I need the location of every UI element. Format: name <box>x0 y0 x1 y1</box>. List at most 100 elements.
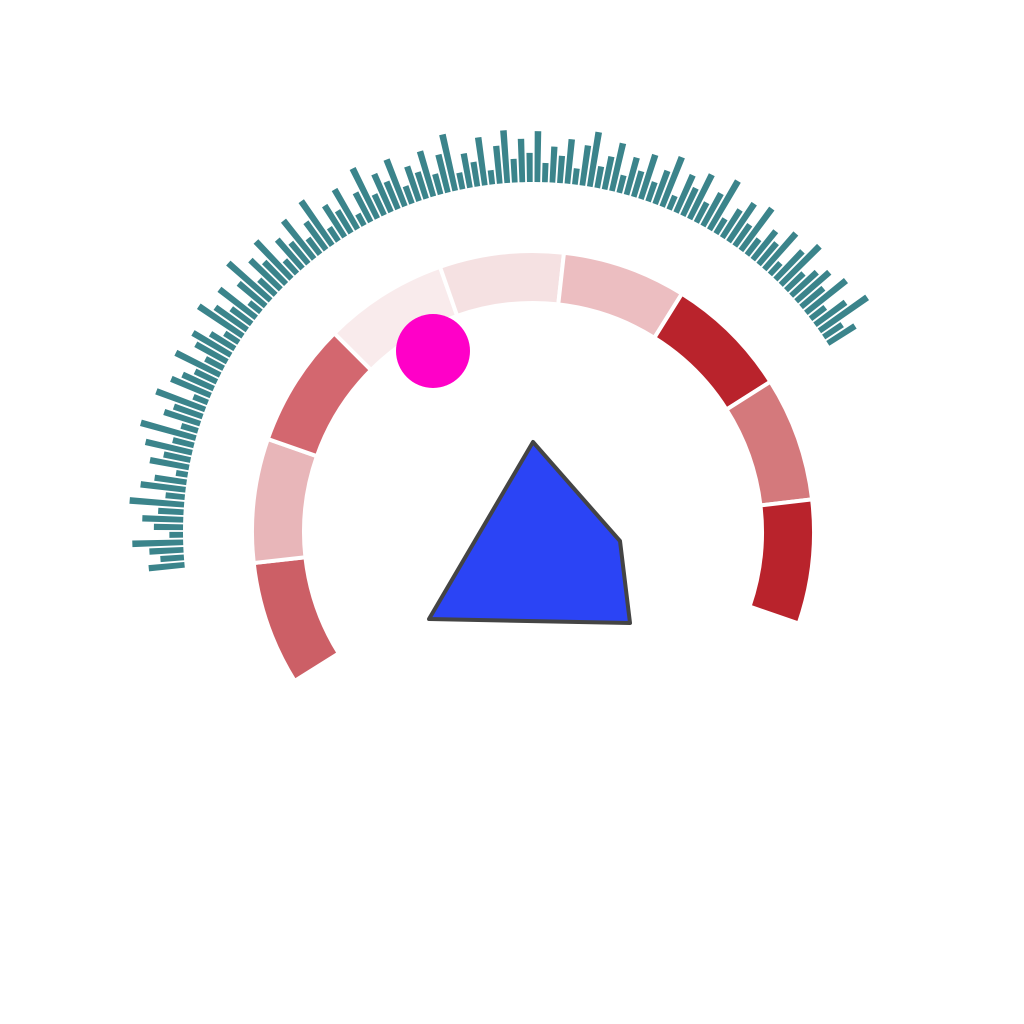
radial-bar <box>155 388 207 413</box>
radial-bar <box>784 271 806 293</box>
radial-bar <box>247 300 263 315</box>
radial-bar <box>139 419 197 441</box>
radial-bar <box>402 185 415 205</box>
radial-bar <box>163 451 192 463</box>
radial-bar <box>154 474 187 486</box>
radial-bar <box>172 437 195 449</box>
radial-bar <box>261 259 289 286</box>
radial-bar <box>526 152 533 183</box>
radial-bar <box>148 561 185 572</box>
radial-bar <box>767 260 783 277</box>
radial-bar <box>253 239 294 281</box>
radial-bar <box>822 322 844 340</box>
radial-bar <box>213 304 249 333</box>
radial-bar <box>700 191 724 228</box>
radial-bar <box>248 257 283 292</box>
radial-bar <box>204 356 225 371</box>
radial-bar <box>826 323 857 346</box>
ring-segment <box>746 497 816 627</box>
radial-bar <box>331 187 361 231</box>
radial-bar <box>132 539 184 548</box>
radial-bar <box>288 240 311 266</box>
radial-bar <box>371 193 387 217</box>
radial-bar <box>638 153 659 200</box>
radial-bar <box>572 168 580 185</box>
radial-bar <box>534 131 542 183</box>
radial-bar <box>355 212 367 227</box>
radial-bar <box>163 408 202 427</box>
radial-bar <box>298 199 335 248</box>
radial-bar <box>549 146 558 183</box>
radial-bar <box>804 278 849 316</box>
radial-bar <box>165 492 186 501</box>
radial-bar <box>564 138 575 184</box>
radial-bar <box>773 249 805 282</box>
radial-bar <box>778 243 822 287</box>
radial-bar <box>414 171 429 200</box>
radial-bar <box>192 393 209 406</box>
radial-bar <box>794 269 832 304</box>
radial-bar <box>226 260 273 303</box>
radial-bar <box>274 237 305 271</box>
radial-bar <box>172 403 204 420</box>
radial-bar <box>149 546 184 555</box>
radial-bar <box>579 145 592 186</box>
radial-bar <box>193 368 219 385</box>
radial-bar <box>208 331 237 352</box>
radial-bar <box>557 155 566 184</box>
radial-bar-series <box>129 130 870 572</box>
blue-polygon <box>427 440 632 625</box>
radial-bar <box>645 181 658 203</box>
radial-bar <box>719 208 743 240</box>
radial-bar <box>456 172 466 190</box>
radial-bar <box>487 169 496 185</box>
radial-bar <box>383 158 408 208</box>
radial-bar <box>435 153 451 194</box>
radial-bar <box>652 169 671 206</box>
radial-bar <box>707 179 741 232</box>
radial-bar <box>140 481 186 493</box>
radial-bar <box>180 423 199 434</box>
ring-segment <box>250 436 320 566</box>
radial-bar <box>616 174 627 194</box>
radial-bar <box>170 375 212 399</box>
radial-bar <box>196 303 245 339</box>
radial-bar <box>713 217 728 236</box>
radial-bar <box>586 131 602 188</box>
radial-bar <box>750 229 779 262</box>
radial-bar <box>756 241 779 267</box>
radial-bar <box>726 201 757 244</box>
radial-bar <box>601 155 615 190</box>
radial-bar <box>371 172 394 214</box>
radial-bar <box>623 156 640 196</box>
radial-bar <box>439 133 459 192</box>
radial-bar <box>349 167 380 220</box>
radial-bar <box>416 150 437 198</box>
radial-bar <box>149 456 190 471</box>
radial-bar <box>680 186 699 217</box>
radial-bar <box>738 206 775 253</box>
radial-bar <box>744 237 762 257</box>
radial-bar <box>303 220 329 252</box>
radial-bar <box>280 218 317 261</box>
radial-bar <box>174 349 222 378</box>
radial-bar <box>257 277 278 297</box>
radial-bar <box>144 438 193 456</box>
segmented-ring <box>250 249 816 684</box>
radial-bar <box>191 330 233 358</box>
radial-bar <box>517 138 526 183</box>
radial-bar <box>609 142 627 192</box>
radial-bar <box>808 305 828 321</box>
radial-bar <box>169 531 184 538</box>
radial-bar <box>817 294 870 334</box>
radial-bar <box>510 158 518 183</box>
radial-bar <box>282 258 300 276</box>
radial-bar <box>129 497 185 508</box>
radial-bar <box>493 145 503 184</box>
radial-bar <box>666 194 678 211</box>
ring-segment <box>723 378 815 508</box>
radial-bar <box>352 191 374 224</box>
radial-bar <box>383 180 401 211</box>
